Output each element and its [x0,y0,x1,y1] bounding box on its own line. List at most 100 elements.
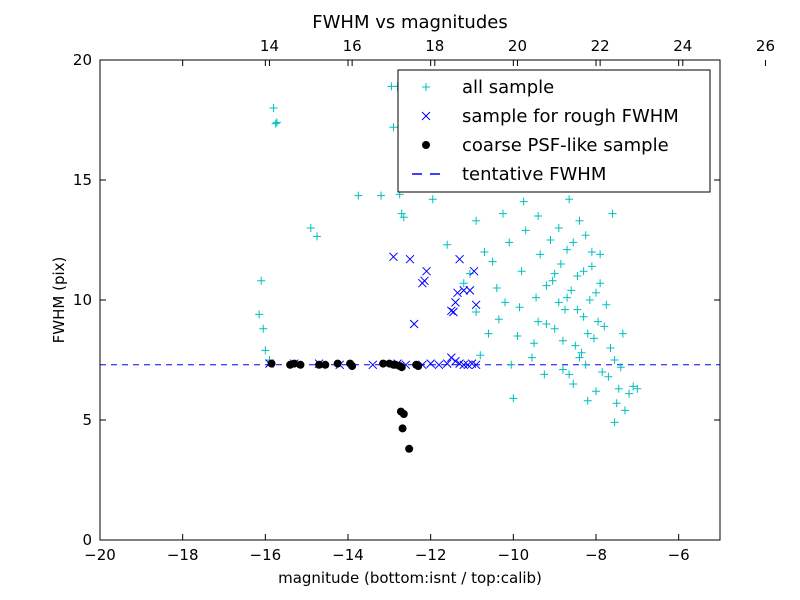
data-point [271,119,280,128]
data-point [534,212,543,220]
series-2 [267,359,423,453]
data-point [527,353,536,362]
top-tick-label: 20 [508,37,527,55]
data-point [587,262,596,271]
legend: all sample sample for rough FWHM coarse PS… [397,69,711,193]
data-point [579,312,588,321]
data-point [563,293,572,302]
legend-label: all sample [462,77,554,98]
data-point [602,300,611,309]
data-point [594,317,603,326]
data-point [414,362,423,370]
legend-box [397,69,711,193]
data-point [465,269,474,278]
data-point [399,410,408,418]
x-tick-label: −8 [585,546,607,564]
data-point [494,315,503,324]
data-point [459,279,468,288]
data-point [600,322,609,331]
data-point [573,305,582,314]
data-point [459,286,469,295]
data-point [442,359,452,368]
data-point [579,267,588,276]
data-point [480,248,489,256]
data-point [405,444,414,453]
y-axis-label: FWHM (pix) [50,257,68,344]
data-point [558,336,567,345]
x-axis-label: magnitude (bottom:isnt / top:calib) [278,569,542,587]
data-point [389,123,398,132]
x-tick-label: −20 [84,546,116,564]
y-tick-label: 5 [82,411,92,429]
data-point [515,303,524,312]
data-point [610,418,619,427]
data-point [558,365,567,374]
legend-label: sample for rough FWHM [462,106,679,127]
data-point [596,250,605,259]
data-point [550,269,559,278]
data-point [409,319,419,329]
data-point [556,260,565,268]
data-point [567,286,576,295]
data-point [618,329,627,338]
y-tick-label: 20 [73,51,92,69]
data-point [614,384,623,393]
data-point [422,266,431,276]
data-point [272,118,281,127]
data-point [455,254,464,264]
data-point [389,252,398,262]
data-point [540,370,549,379]
data-point [379,359,388,368]
data-point [443,240,452,249]
top-tick-label: 24 [673,37,692,55]
data-point [255,310,264,319]
data-point [519,197,528,206]
data-point [569,238,578,247]
data-point [484,329,493,338]
data-point [550,324,559,333]
data-point [592,387,600,396]
x-tick-label: −14 [332,546,364,564]
data-point [290,359,299,368]
data-point [554,224,563,232]
data-point [505,238,514,247]
data-point [625,389,634,398]
data-point [397,209,406,218]
series-1 [265,252,481,370]
x-tick-label: −12 [415,546,447,564]
y-tick-label: 10 [73,291,92,309]
top-tick-label: 18 [425,37,444,55]
data-point [405,254,415,264]
data-point [333,359,342,368]
data-point [532,293,541,302]
data-point [598,368,607,376]
data-point [577,348,586,357]
data-point [542,320,551,328]
data-point [509,394,518,403]
legend-marker [421,111,431,121]
data-point [517,267,526,276]
data-point [530,339,538,348]
data-point [434,360,444,370]
x-tick-label: −16 [250,546,282,564]
data-point [507,360,516,369]
legend-marker [422,141,430,149]
data-point [563,245,572,254]
legend-marker [422,83,430,91]
data-point [606,344,615,352]
data-point [426,359,436,368]
chart-title: FWHM vs magnitudes [312,12,507,33]
data-point [296,360,305,369]
data-point [368,360,378,370]
data-point [583,396,592,405]
data-point [604,372,613,381]
data-point [501,298,510,307]
data-point [583,329,592,338]
data-point [449,307,458,317]
data-point [267,359,276,368]
data-point [610,356,619,364]
data-point [465,286,475,295]
x-tick-label: −6 [668,546,690,564]
data-point [313,232,321,241]
